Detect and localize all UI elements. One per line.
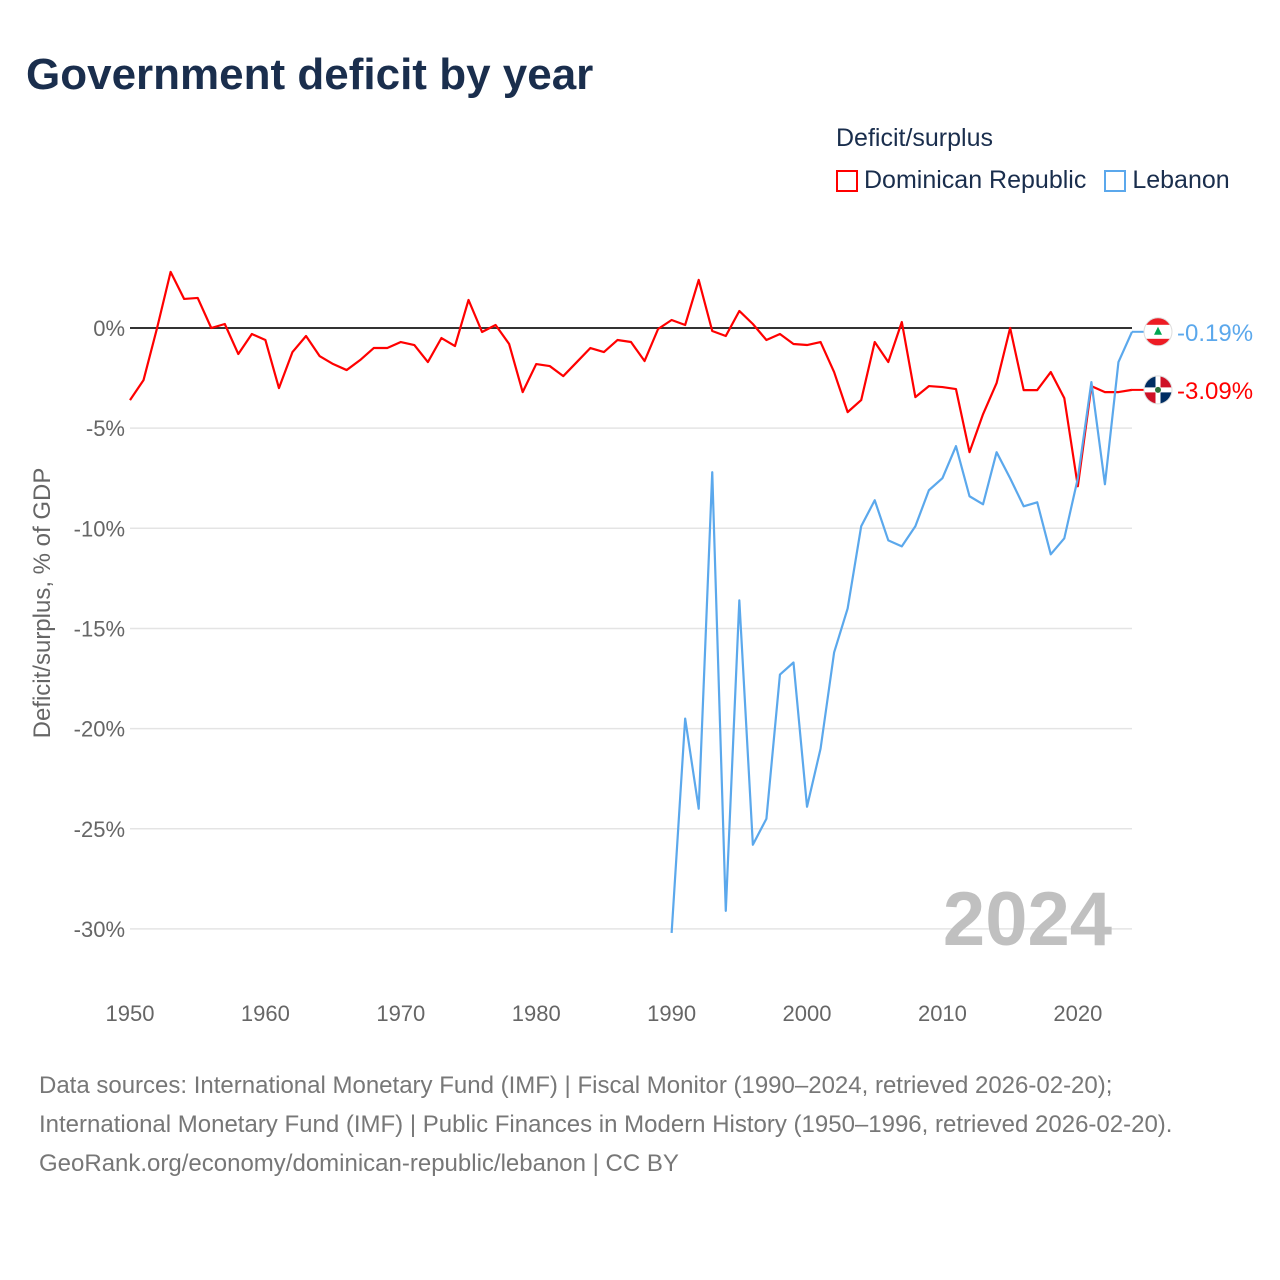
y-axis-label: Deficit/surplus, % of GDP xyxy=(29,468,56,739)
x-tick-label: 2000 xyxy=(783,1001,832,1026)
legend-item-dominican-republic[interactable]: Dominican Republic xyxy=(836,166,1086,195)
legend-swatch-dominican-republic xyxy=(836,169,858,192)
legend: Dominican Republic Lebanon xyxy=(836,166,1230,195)
x-tick-label: 1970 xyxy=(376,1001,425,1026)
x-tick-label: 2020 xyxy=(1053,1001,1102,1026)
cedar-icon xyxy=(1154,326,1162,335)
x-tick-label: 1980 xyxy=(512,1001,561,1026)
y-tick-label: -25% xyxy=(74,817,125,842)
y-tick-label: -5% xyxy=(86,416,125,441)
year-watermark: 2024 xyxy=(943,877,1112,962)
legend-title: Deficit/surplus xyxy=(836,124,993,152)
end-value-label: -0.19% xyxy=(1177,320,1253,347)
legend-swatch-lebanon xyxy=(1104,169,1127,192)
line-chart: 0% -5% -10% -15% -20% -25% -30% 1950 1960 1970 198… xyxy=(29,270,1253,1026)
data-sources: Data sources: International Monetary Fun… xyxy=(39,1072,1173,1138)
y-tick-label: -30% xyxy=(74,917,125,942)
y-tick-label: -20% xyxy=(74,717,125,742)
flag-emblem xyxy=(1155,386,1161,393)
x-tick-label: 2010 xyxy=(918,1001,967,1026)
y-tick-label: 0% xyxy=(93,316,125,341)
footer: Data sources: International Monetary Fun… xyxy=(39,1066,1239,1183)
legend-item-lebanon[interactable]: Lebanon xyxy=(1104,166,1230,195)
legend-label: Dominican Republic xyxy=(864,166,1087,194)
x-tick-label: 1990 xyxy=(647,1001,696,1026)
flag-border xyxy=(1143,317,1173,347)
lebanon-flag-icon xyxy=(1143,317,1173,347)
y-tick-label: -15% xyxy=(74,616,125,641)
chart-title: Government deficit by year xyxy=(26,50,594,99)
source-link[interactable]: GeoRank.org/economy/dominican-republic/l… xyxy=(39,1150,679,1177)
series-line-dominican-republic xyxy=(129,270,1133,488)
x-tick-label: 1960 xyxy=(241,1001,290,1026)
legend-label: Lebanon xyxy=(1132,166,1230,194)
flag-border xyxy=(1143,375,1173,405)
y-tick-label: -10% xyxy=(74,516,125,541)
x-tick-label: 1950 xyxy=(106,1001,155,1026)
end-value-label: -3.09% xyxy=(1177,378,1253,405)
flag-body xyxy=(1144,317,1172,346)
dominican-republic-flag-icon xyxy=(1143,375,1173,405)
series-line-lebanon xyxy=(670,331,1134,933)
